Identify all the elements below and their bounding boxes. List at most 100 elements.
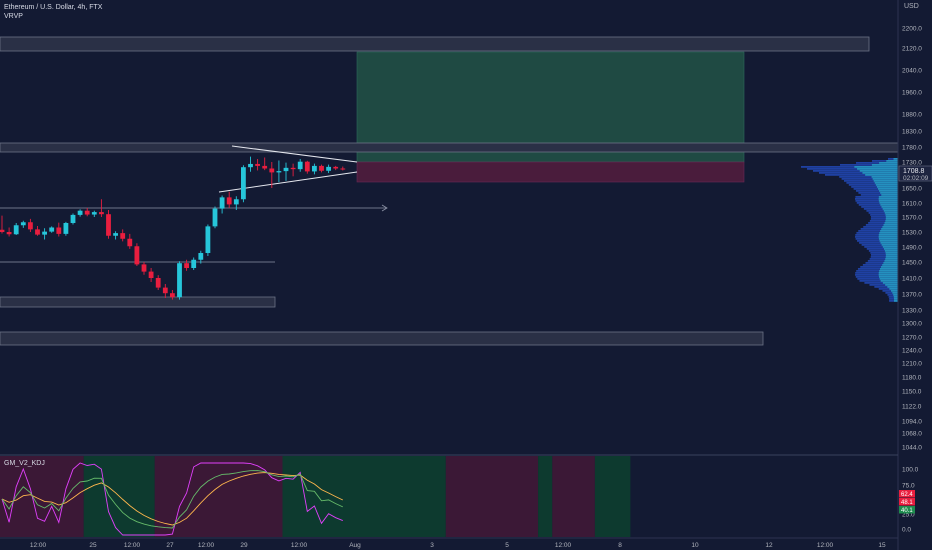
support-zone[interactable] (0, 296, 276, 308)
candle-body[interactable] (184, 263, 189, 268)
volume-profile-bar-up (884, 222, 898, 224)
candle-body[interactable] (127, 238, 133, 247)
candle-body[interactable] (134, 246, 140, 265)
volume-profile-bar-up (879, 270, 898, 272)
candle-body[interactable] (20, 222, 26, 226)
volume-profile-bar-up (875, 184, 898, 186)
time-axis[interactable]: 12:00 25 12:00 27 12:00 29 12:00 Aug 3 5 12:00 8 10 1… (30, 542, 886, 549)
candle-body[interactable] (49, 227, 55, 232)
candle-body[interactable] (333, 166, 339, 169)
volume-profile-bar (869, 220, 898, 222)
volume-profile-bar-up (878, 236, 898, 238)
candle-body[interactable] (276, 171, 282, 173)
volume-profile-bar-up (878, 234, 898, 236)
volume-profile-bar (889, 298, 898, 300)
candle-body[interactable] (340, 168, 346, 170)
candle-body[interactable] (120, 233, 126, 239)
volume-profile-bar (801, 166, 898, 168)
candle-body[interactable] (326, 166, 331, 171)
indicator-label[interactable]: VRVP (4, 13, 23, 20)
volume-profile-bar-up (857, 168, 898, 170)
candle-body[interactable] (205, 226, 211, 253)
volume-profile-bar-up (879, 240, 898, 242)
volume-profile-bar-up (865, 174, 898, 176)
candle-body[interactable] (283, 167, 289, 172)
candle-body[interactable] (35, 229, 40, 235)
volume-profile-bar-up (879, 190, 898, 192)
candle-body[interactable] (106, 214, 111, 236)
candle-body[interactable] (233, 199, 239, 205)
candle-body[interactable] (219, 197, 225, 209)
candle-body[interactable] (262, 165, 268, 169)
volume-profile-bar-up (879, 162, 898, 164)
oscillator-value-badges: 62.4 48.1 40.1 (899, 490, 915, 514)
oscillator-zones (0, 456, 631, 537)
volume-profile-bar (878, 288, 898, 290)
resistance-zone-mid[interactable] (0, 142, 899, 153)
candle-body[interactable] (77, 210, 83, 215)
volume-profile-bar (841, 178, 898, 180)
candle-body[interactable] (290, 167, 296, 170)
oscillator-title[interactable]: GM_V2_KDJ (4, 460, 45, 467)
time-tick-label: 12:00 (30, 542, 47, 549)
volume-profile-bar (858, 204, 898, 206)
candle-body[interactable] (269, 168, 275, 173)
oscillator-zone (538, 456, 553, 537)
candle-body[interactable] (297, 161, 303, 170)
candle-body[interactable] (319, 165, 324, 171)
candle-body[interactable] (42, 231, 47, 235)
price-axis[interactable]: 2200.0 2120.0 2040.0 1960.0 1880.0 1830.0 1780… (902, 26, 922, 452)
candle-body[interactable] (99, 212, 104, 215)
volume-profile-bar (859, 280, 898, 282)
candle-body[interactable] (91, 212, 97, 215)
volume-profile-bar (857, 240, 898, 242)
volume-profile-bar-up (883, 248, 898, 250)
candle-body[interactable] (28, 222, 33, 230)
volume-profile-bar-up (882, 282, 898, 284)
volume-profile-bar (819, 172, 898, 174)
candle-body[interactable] (255, 163, 260, 166)
candle-body[interactable] (70, 214, 76, 223)
candle-body[interactable] (113, 233, 118, 236)
candle-body[interactable] (6, 232, 12, 235)
candle-body[interactable] (191, 259, 197, 268)
candle-body[interactable] (304, 161, 310, 172)
volume-profile-bar (840, 164, 898, 166)
triangle-upper-line[interactable] (231, 145, 358, 163)
volume-profile-bar (858, 230, 898, 232)
stop-loss-zone[interactable] (356, 161, 745, 183)
time-tick-label: 5 (505, 542, 509, 549)
candle-body[interactable] (170, 293, 175, 298)
oscillator-lines (1, 462, 343, 536)
volume-profile-bar-up (854, 166, 898, 168)
candle-body[interactable] (0, 229, 5, 232)
oscillator-tick-label: 0.0 (902, 527, 911, 534)
candle-body[interactable] (56, 227, 62, 234)
resistance-zone-top[interactable] (0, 36, 870, 52)
candles[interactable] (0, 156, 346, 300)
candle-body[interactable] (248, 163, 253, 168)
candle-body[interactable] (141, 264, 147, 272)
candle-body[interactable] (84, 210, 90, 215)
volume-profile-bar-up (881, 266, 898, 268)
candle-body[interactable] (155, 278, 161, 288)
candle-body[interactable] (13, 225, 19, 235)
candle-body[interactable] (312, 165, 317, 172)
candle-body[interactable] (63, 223, 69, 234)
volume-profile-bar-up (882, 246, 898, 248)
candle-body[interactable] (162, 287, 168, 294)
candle-body[interactable] (148, 271, 154, 278)
candle-body[interactable] (226, 197, 232, 205)
oscillator-badge (899, 490, 915, 498)
candle-body[interactable] (198, 253, 204, 260)
price-tick-label: 2120.0 (902, 46, 922, 53)
support-zone-low[interactable] (0, 331, 764, 346)
candle-body[interactable] (177, 263, 182, 298)
symbol-title[interactable]: Ethereum / U.S. Dollar, 4h, FTX (4, 4, 103, 11)
volume-profile-bar (856, 190, 898, 192)
candle-body[interactable] (212, 208, 218, 227)
volume-profile-bar-up (885, 218, 898, 220)
candle-body[interactable] (241, 167, 246, 200)
volume-profile-bar-up (884, 212, 898, 214)
